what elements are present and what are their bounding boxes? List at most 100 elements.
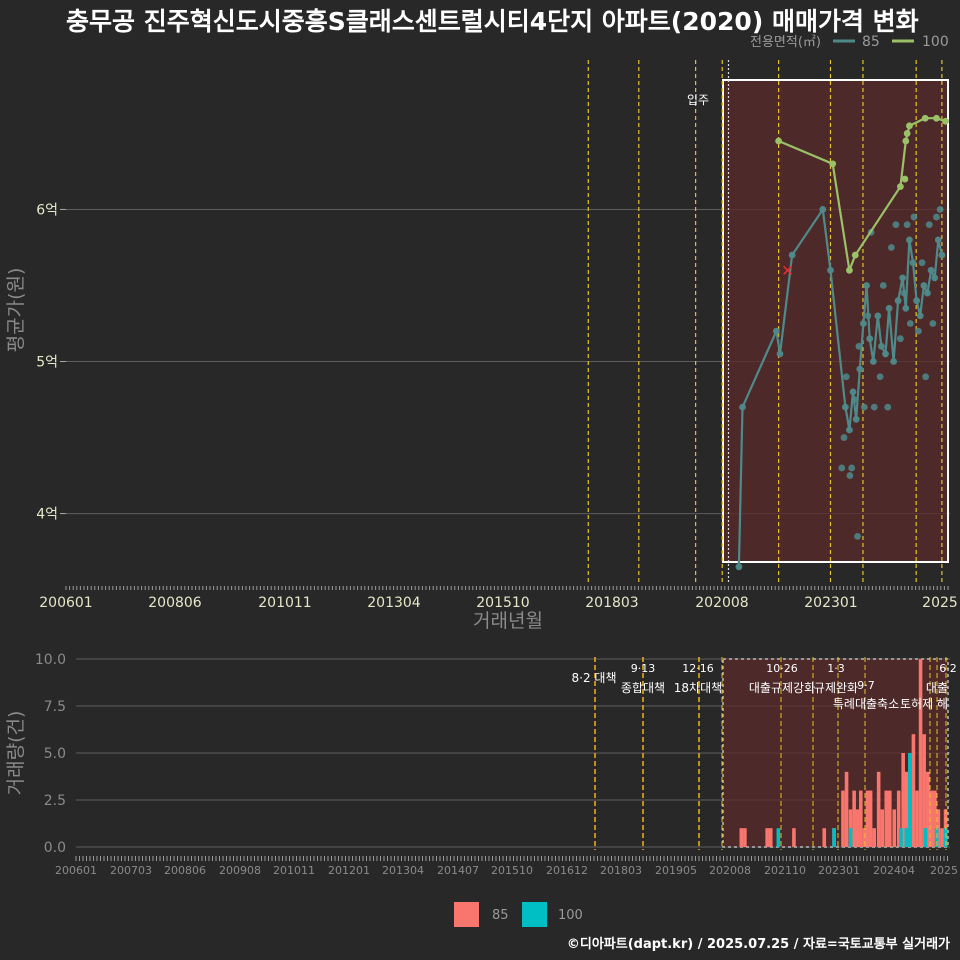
series-85-point [913,297,921,305]
series-85-point [892,221,900,229]
price-x-tick-label: 202008 [695,595,748,611]
series-85-point [924,289,931,297]
legend-bar-100-swatch [522,902,547,927]
series-100-point [846,266,853,274]
series-85-point [910,213,918,221]
volume-x-tick-label: 201201 [328,864,370,877]
volume-bar-85 [901,753,905,847]
series-100-point [933,114,940,122]
series-85-point [846,472,854,479]
price-y-tick-label: 4억 [36,507,58,523]
cancelled-deal-marker [783,265,793,275]
series-85-point [846,426,853,434]
volume-bar-85 [855,809,860,847]
volume-bar-85 [765,828,769,847]
volume-bar-85 [896,790,901,847]
volume-y-tick-label: 7.5 [44,699,66,715]
volume-bar-85 [884,790,889,847]
policy-annotation-label: 8·2 대책 [572,670,617,685]
volume-bar-85 [880,809,885,847]
legend-100-label: 100 [922,34,949,50]
series-100-point [902,137,910,145]
series-85-point [855,342,863,350]
series-100-point [901,175,909,183]
volume-bar-85 [859,790,863,847]
policy-annotation-date: 1·3 [827,662,845,675]
series-85-point [838,464,846,472]
series-85-point [906,320,914,327]
volume-bar-85 [768,828,773,847]
series-85-point [788,251,796,259]
volume-bar-85 [862,828,867,847]
volume-x-tick-label: 201304 [382,864,424,877]
volume-x-ticks: 200601 200703 200806 200908 201011 201201 2013… [55,856,958,877]
volume-bar-85 [852,790,856,847]
series-85-point [850,396,858,403]
price-y-ticks: 4억 5억 6억 [36,202,66,523]
series-85-point [866,335,874,343]
policy-annotation-date: 6·2 [939,662,957,675]
series-100-point [775,137,783,145]
volume-x-tick-label: 201905 [655,864,697,877]
volume-bar-85 [841,790,845,847]
top-legend: 전용면적(㎡) 85 100 [750,34,949,50]
series-85-point [879,282,887,289]
volume-bar-85 [872,828,876,847]
series-100-point [942,117,949,125]
price-policy-lines [587,60,943,582]
series-85-point [929,320,937,327]
volume-bar-85 [792,828,796,847]
series-85-point [915,327,922,335]
volume-y-axis-label: 거래량(건) [5,711,27,796]
price-y-axis-label: 평균가(원) [5,268,27,353]
policy-annotation-date: 12·16 [682,662,714,675]
price-x-tick-label: 2025 [922,595,958,611]
series-85-point [876,373,884,381]
series-85-point [900,289,908,297]
policy-annotation-date: 10·26 [766,662,798,675]
volume-bar-85 [929,790,934,847]
series-85-point [739,403,746,411]
price-x-tick-label: 200601 [39,595,92,611]
volume-bar-85 [904,771,909,847]
price-y-tick-label: 6억 [36,202,58,218]
series-85-point [933,213,940,221]
volume-x-tick-label: 202008 [709,864,751,877]
series-85-point [856,365,864,373]
series-85-point [842,373,850,381]
series-85-point [841,403,849,411]
series-85-point [849,388,857,396]
volume-y-tick-label: 2.5 [44,793,66,809]
series-85-point [916,312,924,320]
series-85-point [882,350,889,358]
series-85-point [887,244,895,251]
series-85-point [934,236,942,244]
volume-x-tick-label: 200908 [219,864,261,877]
volume-bar-100 [899,828,903,847]
volume-bar-100 [904,828,909,847]
series-85-point [894,297,902,305]
series-85-point [938,251,946,259]
volume-bar-85 [940,828,944,847]
series-100-point [896,183,904,191]
volume-policy-lines [594,657,947,850]
volume-bar-85 [922,734,926,847]
volume-bar-85 [844,771,849,847]
series-85-point [890,358,898,365]
price-series [735,114,949,571]
volume-bar-100 [832,828,836,847]
volume-x-tick-label: 200703 [110,864,152,877]
volume-policy-annotations: 8·2 대책 9·13 종합대책 12·16 18차대책 10·26 대출규제강화 1·3 규제… [572,662,957,711]
volume-bar-85 [739,828,744,847]
series-85-point [902,304,910,312]
series-85-line [737,206,943,567]
series-85-point [860,320,867,327]
policy-annotation-label: 종합대책 [621,680,665,695]
volume-bar-85 [868,790,873,847]
legend-title: 전용면적(㎡) [750,35,821,50]
price-chart: 입주 4억 5억 6억 200601 200806 201011 201304 201510… [5,60,958,632]
chart-title: 충무공 진주혁신도시중흥S클래스센트럴시티4단지 아파트(2020) 매매가격 … [66,7,919,36]
volume-x-tick-label: 201407 [437,864,479,877]
policy-annotation-label: 특례대출축소 [833,697,899,711]
price-x-tick-label: 201304 [367,595,421,611]
